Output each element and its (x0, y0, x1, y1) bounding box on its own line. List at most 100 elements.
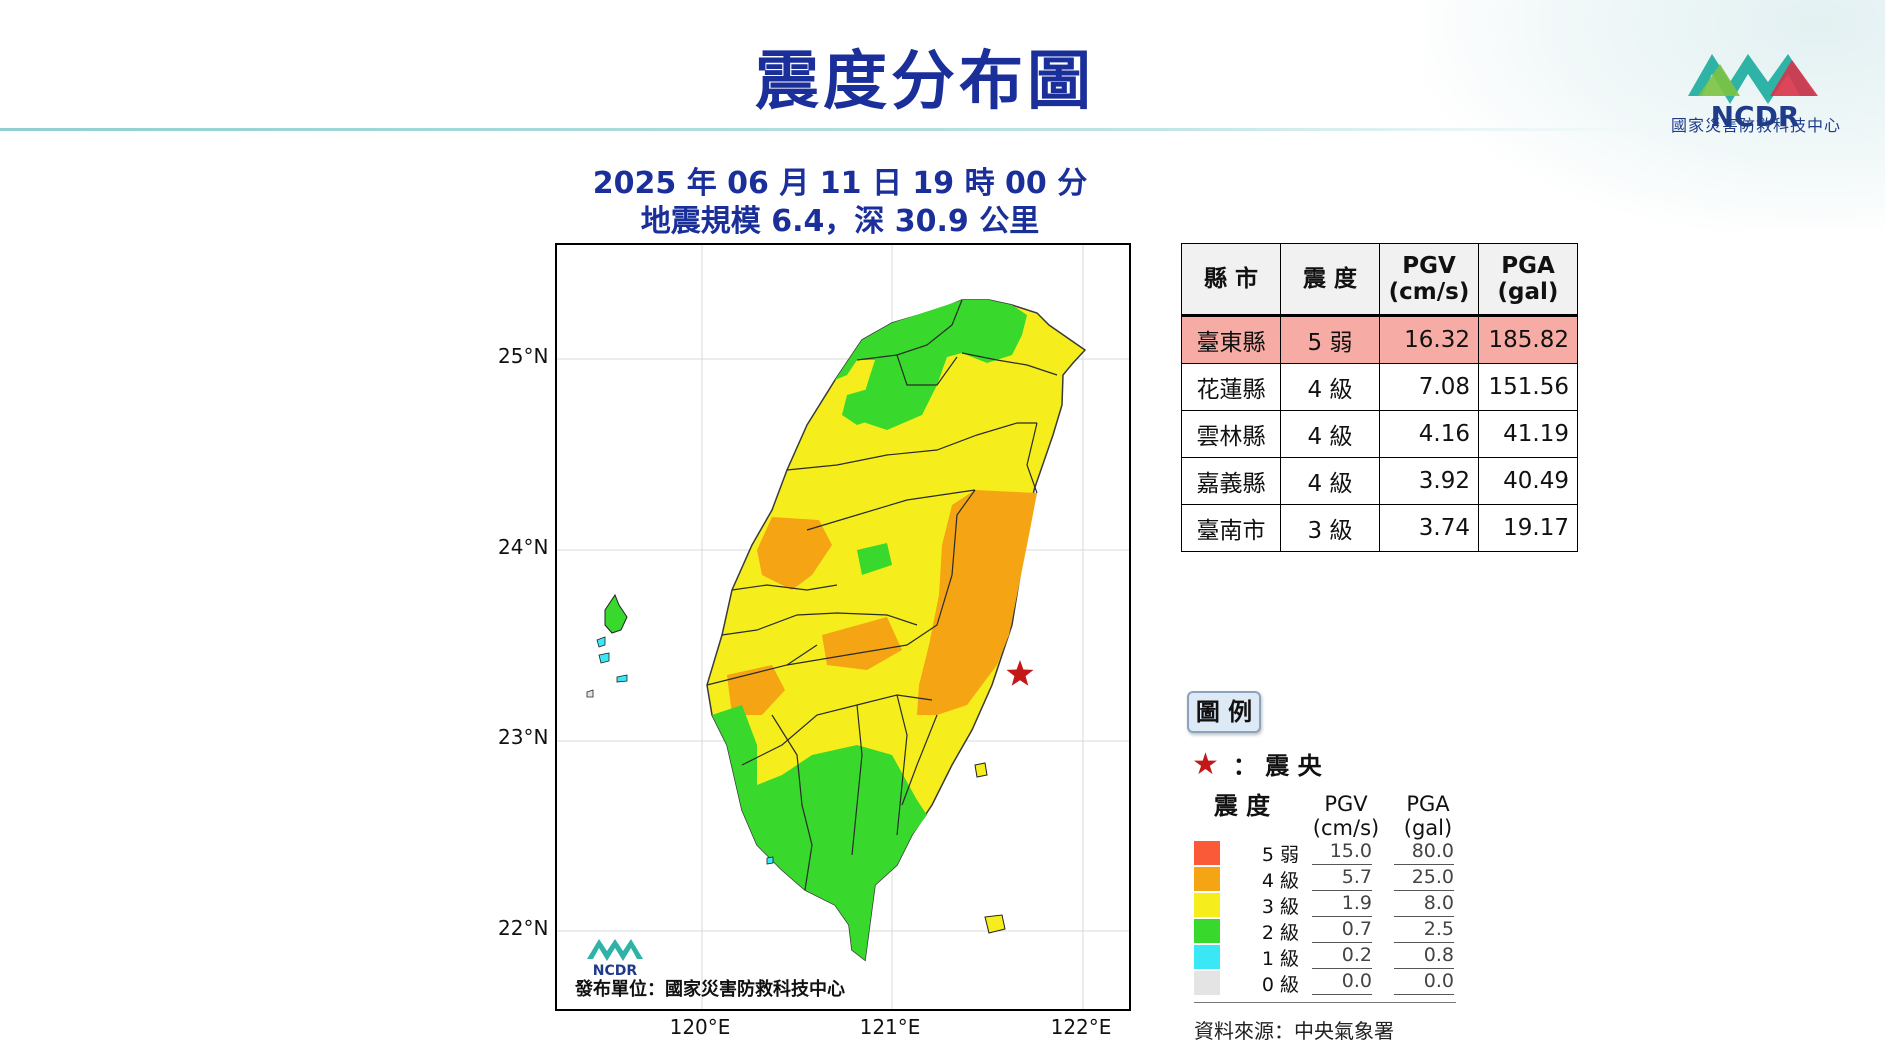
table-row: 雲林縣 4 級 4.16 41.19 (1181, 410, 1578, 458)
legend-row-0: 0 級 0.0 0.0 (1194, 970, 1456, 996)
intensity-map: NCDR 發布單位：國家災害防救科技中心 (555, 243, 1131, 1011)
logo-wordmark: NCDR (1711, 100, 1800, 133)
legend-pga-threshold: 80.0 (1394, 840, 1454, 865)
legend-level-label: 1 級 (1261, 948, 1299, 970)
legend-pgv-threshold: 15.0 (1312, 840, 1372, 865)
intensity-2-zone-north-b (842, 385, 887, 425)
legend-pgv-threshold: 0.7 (1312, 918, 1372, 943)
cell-pgv: 4.16 (1379, 410, 1479, 458)
col-pga: PGA (gal) (1478, 243, 1578, 317)
legend-pga-threshold: 25.0 (1394, 866, 1454, 891)
title-divider (0, 128, 1640, 131)
legend-level-label: 3 級 (1261, 896, 1299, 918)
legend-row-1: 1 級 0.2 0.8 (1194, 944, 1456, 970)
legend-pgv-threshold: 1.9 (1312, 892, 1372, 917)
cell-pga: 19.17 (1478, 504, 1578, 552)
epicenter-star-marker (1006, 660, 1034, 686)
cell-pga: 40.49 (1478, 457, 1578, 505)
intensity-2-zone-south (712, 705, 927, 960)
intensity-4-zone-mid (822, 617, 902, 670)
col-county: 縣 市 (1181, 243, 1281, 317)
table-row: 嘉義縣 4 級 3.92 40.49 (1181, 457, 1578, 505)
intensity-table: 縣 市 震 度 PGV (cm/s) PGA (gal) 臺東縣 5 弱 16.… (1181, 243, 1578, 552)
legend-row-5w: 5 弱 15.0 80.0 (1194, 840, 1456, 866)
cell-intensity: 4 級 (1280, 410, 1380, 458)
data-source: 資料來源：中央氣象署 (1194, 1019, 1394, 1043)
epicenter-label: ： 震 央 (1232, 752, 1322, 780)
table-row: 花蓮縣 4 級 7.08 151.56 (1181, 363, 1578, 411)
page-title: 震度分布圖 (755, 45, 1095, 119)
green-island (974, 762, 988, 778)
lat-label-24: 24°N (498, 535, 549, 559)
legend-tag: 圖 例 (1187, 691, 1261, 733)
cell-pgv: 3.74 (1379, 504, 1479, 552)
legend-pgv-threshold: 5.7 (1312, 866, 1372, 891)
legend-pgv-threshold: 0.2 (1312, 944, 1372, 969)
cell-intensity: 4 級 (1280, 457, 1380, 505)
logo-mountain-red (1770, 60, 1818, 96)
legend-col-intensity: 震 度 (1213, 792, 1271, 820)
intensity-4-zone-south (727, 665, 785, 715)
table-row: 臺東縣 5 弱 16.32 185.82 (1181, 315, 1578, 364)
intensity-4-zone-east (917, 490, 1037, 715)
legend-swatch (1194, 945, 1220, 969)
legend-level-label: 5 弱 (1261, 844, 1299, 866)
cell-pgv: 7.08 (1379, 363, 1479, 411)
legend-pga-threshold: 2.5 (1394, 918, 1454, 943)
legend-epicenter: ★ ： 震 央 (1192, 746, 1322, 782)
cell-county: 臺東縣 (1181, 315, 1281, 364)
legend-level-label: 4 級 (1261, 870, 1299, 892)
orchid-island (984, 914, 1006, 934)
cell-intensity: 4 級 (1280, 363, 1380, 411)
lat-label-22: 22°N (498, 916, 549, 940)
cell-pga: 185.82 (1478, 315, 1578, 364)
col-intensity: 震 度 (1280, 243, 1380, 317)
table-header-row: 縣 市 震 度 PGV (cm/s) PGA (gal) (1181, 243, 1578, 317)
legend-swatch (1194, 893, 1220, 917)
map-publisher: 發布單位：國家災害防救科技中心 (574, 978, 845, 1000)
cell-pgv: 3.92 (1379, 457, 1479, 505)
penghu-islands (586, 593, 628, 698)
legend-col-pga: PGA (gal) (1403, 792, 1453, 840)
intensity-4-zone-west (757, 517, 832, 590)
cell-county: 臺南市 (1181, 504, 1281, 552)
org-name: 國家災害防救科技中心 (1670, 116, 1841, 135)
legend-swatch (1194, 971, 1220, 995)
legend-level-label: 2 級 (1261, 922, 1299, 944)
table-row: 臺南市 3 級 3.74 19.17 (1181, 504, 1578, 552)
background-decoration (1425, 0, 1885, 230)
lon-label-122: 122°E (1050, 1015, 1112, 1039)
lat-label-23: 23°N (498, 725, 549, 749)
intensity-2-zone-central (857, 543, 892, 575)
legend-pga-threshold: 0.8 (1394, 944, 1454, 969)
legend-row-2: 2 級 0.7 2.5 (1194, 918, 1456, 944)
svg-text:NCDR: NCDR (593, 963, 638, 979)
legend-pgv-threshold: 0.0 (1312, 970, 1372, 995)
legend-swatch (1194, 841, 1220, 865)
star-icon: ★ (1192, 747, 1219, 782)
event-datetime: 2025 年 06 月 11 日 19 時 00 分 (592, 166, 1088, 201)
cell-intensity: 5 弱 (1280, 315, 1380, 364)
legend-col-pgv: PGV (cm/s) (1312, 792, 1380, 840)
cell-county: 雲林縣 (1181, 410, 1281, 458)
map-ncdr-logo: NCDR (587, 939, 643, 979)
county-borders (706, 299, 1058, 891)
legend-pga-threshold: 0.0 (1394, 970, 1454, 995)
cell-county: 花蓮縣 (1181, 363, 1281, 411)
ncdr-logo: NCDR (1688, 54, 1818, 133)
cell-county: 嘉義縣 (1181, 457, 1281, 505)
cell-intensity: 3 級 (1280, 504, 1380, 552)
legend-pga-threshold: 8.0 (1394, 892, 1454, 917)
map-canvas: NCDR 發布單位：國家災害防救科技中心 (557, 245, 1129, 1009)
liuqiu-island (766, 856, 774, 865)
col-pgv: PGV (cm/s) (1379, 243, 1479, 317)
event-summary: 地震規模 6.4，深 30.9 公里 (640, 204, 1040, 239)
legend-swatch (1194, 867, 1220, 891)
legend-row-3: 3 級 1.9 8.0 (1194, 892, 1456, 918)
lat-label-25: 25°N (498, 344, 549, 368)
lon-label-121: 121°E (859, 1015, 921, 1039)
logo-mountain-green (1698, 64, 1740, 96)
cell-pga: 151.56 (1478, 363, 1578, 411)
legend-level-label: 0 級 (1261, 974, 1299, 996)
cell-pgv: 16.32 (1379, 315, 1479, 364)
